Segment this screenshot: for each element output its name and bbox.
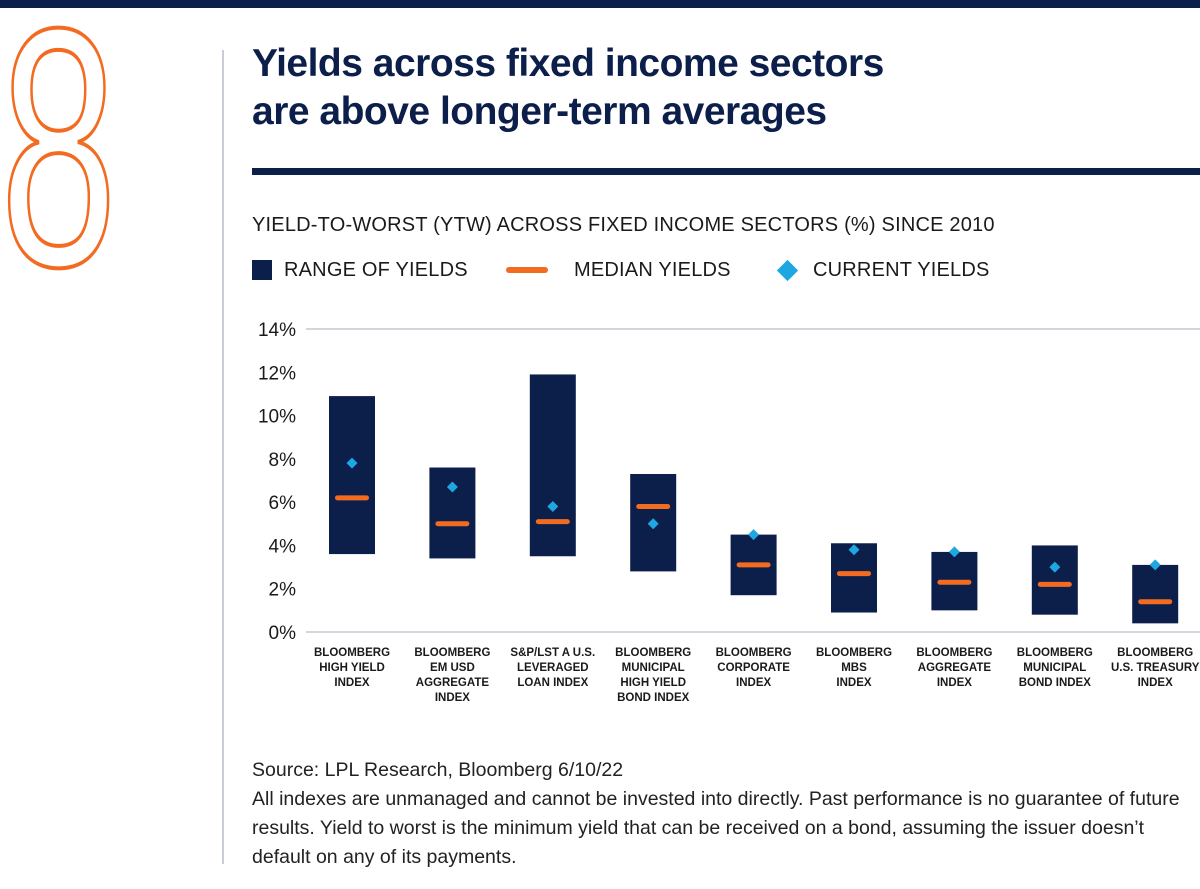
page-title: Yields across fixed income sectors are a… <box>252 40 1152 136</box>
legend-label-current: CURRENT YIELDS <box>813 258 990 281</box>
current-yield-point <box>748 529 760 541</box>
current-yield-point <box>446 481 458 493</box>
current-yield-point <box>547 500 559 512</box>
current-yield-point <box>346 457 358 469</box>
top-accent-bar <box>0 0 1200 8</box>
median-marker <box>937 579 972 585</box>
x-category-label: S&P/LST A U.S. LEVERAGED LOAN INDEX <box>510 647 595 689</box>
x-category-label: BLOOMBERG MUNICIPAL HIGH YIELD BOND INDEX <box>615 647 691 704</box>
median-marker <box>837 571 871 577</box>
title-line-1: Yields across fixed income sectors <box>252 42 884 85</box>
current-yield-point <box>848 544 860 556</box>
legend-swatch-range <box>252 260 272 280</box>
range-bar <box>429 467 476 559</box>
chart-legend: RANGE OF YIELDS MEDIAN YIELDS CURRENT YI… <box>252 256 1192 286</box>
y-tick-label: 4% <box>269 536 297 557</box>
y-tick-label: 2% <box>269 580 297 601</box>
y-tick-label: 14% <box>258 320 296 341</box>
title-rule <box>252 168 1200 175</box>
current-yield-point <box>647 518 659 530</box>
median-marker <box>1138 599 1173 605</box>
median-marker <box>535 519 570 525</box>
median-marker <box>636 503 671 509</box>
y-tick-label: 10% <box>258 407 296 428</box>
legend-swatch-median <box>506 267 548 273</box>
title-line-2: are above longer-term averages <box>252 90 827 133</box>
legend-item-range: RANGE OF YIELDS <box>252 256 468 284</box>
source-notes: Source: LPL Research, Bloomberg 6/10/22 … <box>252 756 1182 872</box>
legend-label-median: MEDIAN YIELDS <box>574 258 731 281</box>
x-category-label: BLOOMBERG MBS INDEX <box>816 647 892 689</box>
x-category-label: BLOOMBERG AGGREGATE INDEX <box>916 647 992 689</box>
median-marker <box>435 521 470 527</box>
x-category-label: BLOOMBERG CORPORATE INDEX <box>716 647 792 689</box>
x-category-label: BLOOMBERG HIGH YIELD INDEX <box>314 647 390 689</box>
range-bar <box>329 396 375 555</box>
y-tick-label: 8% <box>269 450 297 471</box>
chart-title: YIELD-TO-WORST (YTW) ACROSS FIXED INCOME… <box>252 214 995 236</box>
disclaimer-text: All indexes are unmanaged and cannot be … <box>252 788 1180 868</box>
y-tick-label: 6% <box>269 493 297 514</box>
current-yield-point <box>948 546 960 558</box>
range-bar <box>529 374 576 557</box>
legend-item-current: CURRENT YIELDS <box>776 256 990 284</box>
current-yield-point <box>1049 561 1061 573</box>
legend-label-range: RANGE OF YIELDS <box>284 258 468 281</box>
source-line: Source: LPL Research, Bloomberg 6/10/22 <box>252 759 624 781</box>
range-bar <box>1031 545 1078 615</box>
y-tick-label: 0% <box>269 623 297 644</box>
x-category-label: BLOOMBERG U.S. TREASURY INDEX <box>1111 647 1200 689</box>
legend-item-median: MEDIAN YIELDS <box>506 256 731 284</box>
x-category-label: BLOOMBERG EM USD AGGREGATE INDEX <box>414 647 490 704</box>
y-tick-label: 12% <box>258 363 296 384</box>
current-yield-point <box>1149 559 1161 571</box>
vertical-divider <box>222 50 224 864</box>
median-marker <box>1037 581 1072 587</box>
x-category-label: BLOOMBERG MUNICIPAL BOND INDEX <box>1017 647 1093 689</box>
median-marker <box>335 495 369 501</box>
median-marker <box>736 562 771 568</box>
range-bar <box>1132 564 1179 624</box>
